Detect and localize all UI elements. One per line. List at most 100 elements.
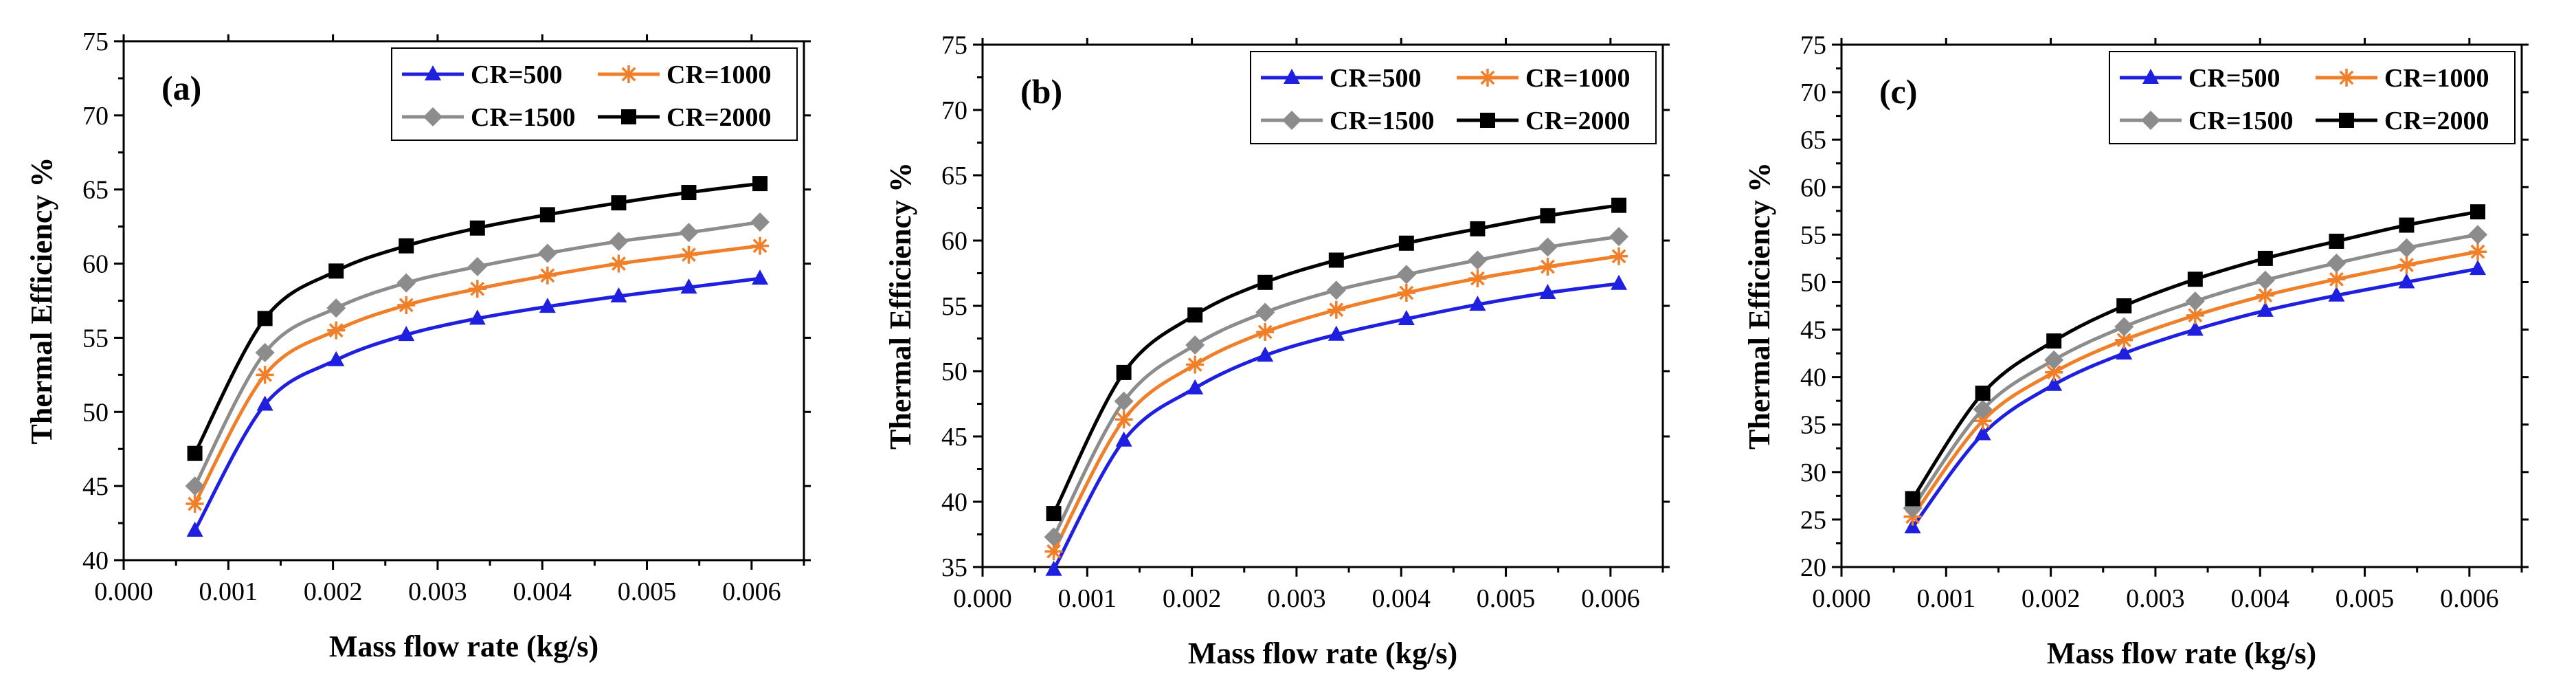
panel-3-legend-label: CR=1500 [2188, 107, 2294, 135]
panel-3-series-cr-500-point [1904, 518, 1921, 533]
panel-1-series-cr-1500-point [185, 476, 205, 496]
panel-3-y-tick-label: 35 [1800, 411, 1826, 440]
panel-2-series-cr-1000-line [1052, 254, 1620, 553]
panel-1-series-cr-2000-point [752, 176, 768, 192]
panel-2-series-cr-1000-point [1468, 269, 1487, 288]
panel-3-series-cr-2000-point [2257, 250, 2273, 266]
panel-2-series-cr-2000-line [1052, 203, 1620, 515]
panel-2-y-tick-label: 75 [941, 31, 967, 60]
panel-2-legend-swatch-marker [1480, 113, 1495, 128]
panel-1-series-cr-2000-point [399, 238, 414, 254]
panel-3-series-cr-1000-line [1911, 249, 2478, 518]
panel-1-y-tick-label: 60 [82, 250, 109, 279]
panel-3-series-cr-2000-line [1911, 210, 2478, 500]
panel-2-series-cr-500-point [1187, 379, 1204, 395]
panel-2-series-cr-1000-point [1327, 300, 1345, 319]
panel-1-series-cr-2000-point [257, 311, 273, 326]
panel-2-legend-item-cr-2000: CR=2000 [1457, 107, 1631, 135]
panel-1-x-tick-label: 0.004 [513, 577, 572, 606]
panel-1-series-cr-1500-point [609, 232, 629, 252]
panel-3-y-tick-label: 20 [1800, 553, 1826, 582]
panel-2-series-cr-1500-point [1609, 227, 1629, 247]
panel-2-series-cr-500-point [1539, 284, 1556, 299]
panel-1-legend-label: CR=1000 [667, 60, 772, 89]
panel-1-legend-item-cr-1000: CR=1000 [598, 60, 772, 89]
panel-1-legend-label: CR=500 [471, 60, 563, 89]
panel-2-x-tick-label: 0.003 [1267, 584, 1326, 613]
panel-1-y-tick-label: 70 [82, 102, 109, 131]
panel-2-x-tick-label: 0.002 [1163, 584, 1222, 613]
panel-3-legend-swatch-marker [2142, 69, 2159, 84]
panel-1-series-cr-2000 [187, 176, 768, 461]
panel-2-y-tick-label: 70 [941, 96, 967, 125]
panel-1-x-tick-label: 0.001 [199, 577, 258, 606]
panel-1-series-cr-500-point [398, 326, 415, 342]
panel-2-legend-frame [1250, 51, 1657, 144]
panel-1-series-cr-2000-point [681, 185, 697, 201]
panel-1-legend: CR=500 CR=1000 CR=1500 CR=2000 [391, 47, 798, 141]
panel-3-y-axis-title: Thermal Efficiency % [1743, 162, 1776, 450]
panel-3-series-cr-500-point [2186, 320, 2204, 336]
panel-2-series-cr-500-point [1398, 310, 1415, 325]
panel-2-series-cr-2000-point [1046, 506, 1062, 522]
panel-2-series-cr-1500-point [1538, 237, 1558, 257]
panel-1-series-cr-1500-point [255, 343, 275, 362]
panel-2-series-cr-1500-point [1114, 391, 1134, 411]
panel-1-series-cr-500-point [186, 521, 203, 537]
panel-2-legend-item-cr-500: CR=500 [1261, 64, 1422, 93]
panel-3-series-cr-500-point [2256, 301, 2274, 317]
panel-2-legend-swatch-marker [1479, 69, 1497, 87]
panel-2-series-cr-2000-point [1470, 221, 1486, 236]
panel-2-legend-swatch-marker [1284, 69, 1300, 84]
panel-2-series-cr-1500-point [1326, 280, 1346, 300]
panel-2-y-tick-label: 65 [941, 162, 967, 190]
panel-3-panel-label: (c) [1879, 72, 1918, 111]
panel-2-legend-item-cr-1500: CR=1500 [1261, 107, 1435, 135]
panel-1-series-cr-1000-point [256, 366, 274, 384]
panel-2-y-axis-title: Thermal Efficiency % [884, 162, 917, 450]
panel-1-series-cr-1000 [186, 236, 770, 513]
panel-2-series-cr-500-point [1611, 274, 1628, 290]
panel-3-series-cr-2000-point [2116, 298, 2132, 313]
panel-2-series-cr-1500-point [1255, 302, 1275, 322]
panel-2-legend-label: CR=500 [1330, 64, 1422, 93]
panel-1-y-tick-label: 45 [82, 472, 109, 501]
panel-1-series-cr-1500-point [679, 223, 699, 243]
panel-3-series-cr-1000-point [2045, 363, 2063, 381]
panel-2-series-cr-1000-point [1610, 247, 1628, 265]
panel-2-series-cr-2000-point [1540, 208, 1556, 223]
panel-1-series-cr-1000-point [751, 236, 770, 255]
panel-3-y-tick-label: 40 [1800, 364, 1826, 392]
panel-1-series-cr-1500 [185, 212, 770, 496]
panel-3-y-tick-label: 25 [1800, 506, 1826, 535]
panel-3-legend-item-cr-1000: CR=1000 [2316, 64, 2489, 93]
panel-3-series-cr-2000-point [2187, 271, 2203, 287]
panel-3-series-cr-1500-point [1973, 399, 1993, 419]
panel-2-x-tick-label: 0.000 [953, 584, 1012, 613]
panel-3-legend-frame [2109, 51, 2516, 144]
panel-3-legend: CR=500 CR=1000 CR=1500 CR=2000 [2109, 51, 2516, 144]
panel-3-legend-label: CR=1000 [2384, 64, 2489, 93]
panel-3-series-cr-500-point [1974, 425, 1991, 441]
panel-3-legend-swatch-marker [2339, 113, 2354, 128]
panel-3-series-cr-2000 [1905, 204, 2486, 507]
panel-3-legend-swatch-marker [2141, 111, 2160, 130]
panel-3-y-tick-label: 45 [1800, 316, 1826, 345]
panel-2-y-tick-label: 50 [941, 357, 967, 386]
panel-3-series-cr-500-point [2116, 344, 2133, 360]
panel-2-series-cr-1000-point [1186, 355, 1205, 374]
panel-1-series-cr-2000-point [187, 445, 203, 461]
panel-2-series-cr-1000-point [1538, 258, 1557, 276]
panel-1-series-cr-1000-point [680, 245, 698, 264]
panel-2-y-tick-label: 40 [941, 488, 967, 517]
panel-2-series-cr-1500-point [1044, 527, 1064, 547]
panel-1-legend-item-cr-1500: CR=1500 [402, 103, 576, 132]
panel-1-series-cr-500-point [610, 287, 627, 303]
panel-3-series-cr-1500-point [2044, 350, 2064, 370]
panel-1-series-cr-2000-point [611, 195, 627, 211]
panel-2-x-tick-label: 0.005 [1477, 584, 1536, 613]
panel-1-legend-swatch-marker [425, 65, 441, 80]
panel-3-x-tick-label: 0.003 [2126, 584, 2185, 613]
panel-3-series-cr-500 [1904, 260, 2487, 533]
panel-3: 0.000 0.001 0.002 0.003 0.004 0.005 0.006 20 25 3… [1743, 31, 2529, 670]
